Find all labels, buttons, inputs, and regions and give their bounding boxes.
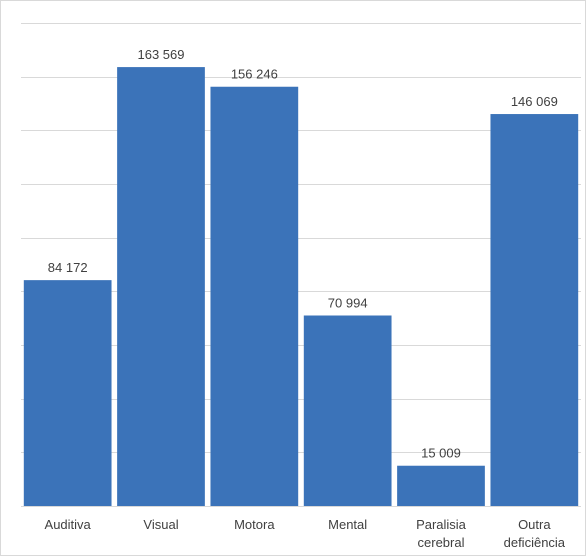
x-tick-label-line: Motora — [234, 517, 275, 532]
x-tick-label-line: Outra — [518, 517, 551, 532]
data-label: 15 009 — [421, 446, 461, 461]
x-tick-label-line: Paralisia — [416, 517, 467, 532]
x-tick-labels: Auditiva Visual Motora Mental Paralisia cereb… — [45, 517, 566, 550]
x-tick-label: Auditiva — [45, 517, 92, 532]
bar — [490, 114, 579, 507]
data-labels: 84 172 163 569 156 246 70 994 15 009 146 069 — [48, 47, 558, 461]
x-tick-label-line: cerebral — [418, 535, 465, 550]
bar — [397, 465, 485, 506]
x-tick-label: Motora — [234, 517, 275, 532]
x-tick-label: Mental — [328, 517, 367, 532]
gridlines — [21, 23, 581, 453]
x-tick-label-line: Mental — [328, 517, 367, 532]
x-tick-label-line: Visual — [143, 517, 178, 532]
x-tick-label: Outra deficiência — [504, 517, 566, 550]
x-tick-label-line: Auditiva — [45, 517, 92, 532]
x-tick-label: Paralisia cerebral — [416, 517, 467, 550]
bars — [23, 67, 579, 507]
data-label: 146 069 — [511, 94, 558, 109]
bar — [303, 315, 392, 506]
data-label: 163 569 — [138, 47, 185, 62]
x-tick-label-line: deficiência — [504, 535, 566, 550]
data-label: 156 246 — [231, 67, 278, 82]
data-label: 84 172 — [48, 260, 88, 275]
data-label: 70 994 — [328, 296, 368, 311]
bar — [210, 86, 299, 507]
bar — [23, 280, 112, 506]
x-tick-label: Visual — [143, 517, 178, 532]
bar — [117, 67, 205, 506]
